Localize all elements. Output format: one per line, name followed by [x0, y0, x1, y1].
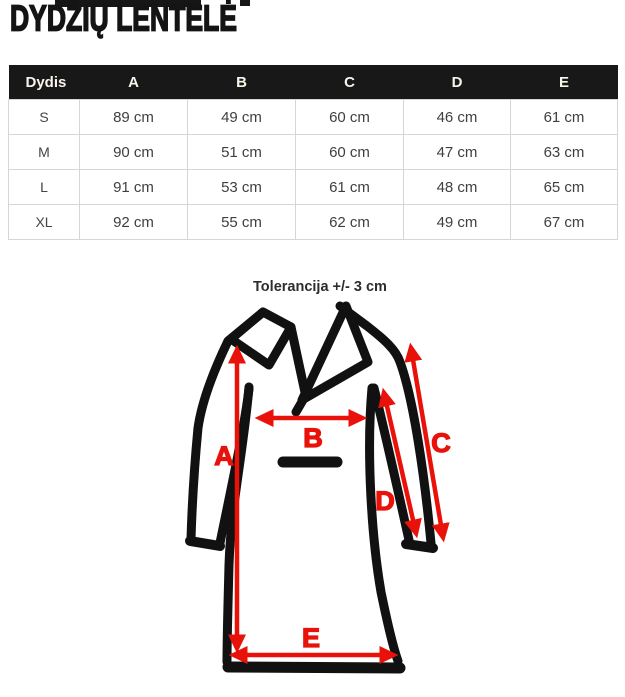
table-row: L 91 cm 53 cm 61 cm 48 cm 65 cm: [8, 169, 618, 205]
coat-outline: [185, 301, 438, 674]
measurement-cell: 89 cm: [79, 99, 188, 135]
dress-measurement-diagram: A B C D E: [160, 300, 480, 697]
label-d: D: [375, 486, 395, 516]
cropped-heading-fragment: [55, 0, 201, 7]
size-label: S: [8, 99, 80, 135]
measurement-cell: 92 cm: [79, 204, 188, 240]
page-title: DYDŽIŲ LENTELĖ: [9, 0, 237, 40]
arrow-d: [378, 387, 422, 539]
measurement-cell: 65 cm: [510, 169, 618, 205]
size-table: Dydis A B C D E S 89 cm 49 cm 60 cm 46 c…: [8, 65, 618, 240]
left-lapel: [226, 307, 296, 370]
table-row: XL 92 cm 55 cm 62 cm 49 cm 67 cm: [8, 204, 618, 240]
size-label: XL: [8, 204, 80, 240]
table-row: M 90 cm 51 cm 60 cm 47 cm 63 cm: [8, 134, 618, 170]
measurement-labels: A B C D E: [214, 422, 452, 653]
measurement-cell: 61 cm: [295, 169, 404, 205]
dress-diagram-svg: A B C D E: [185, 301, 452, 674]
column-header-a: A: [79, 65, 188, 100]
measurement-cell: 46 cm: [403, 99, 511, 135]
size-label: M: [8, 134, 80, 170]
measurement-cell: 67 cm: [510, 204, 618, 240]
column-header-c: C: [295, 65, 404, 100]
measurement-cell: 91 cm: [79, 169, 188, 205]
table-header-row: Dydis A B C D E: [8, 65, 618, 100]
column-header-b: B: [187, 65, 296, 100]
measurement-cell: 51 cm: [187, 134, 296, 170]
cropped-heading-fragment: [240, 0, 250, 6]
arrow-c: [404, 342, 450, 543]
right-lapel: [297, 301, 373, 405]
measurement-cell: 62 cm: [295, 204, 404, 240]
measurement-cell: 48 cm: [403, 169, 511, 205]
label-e: E: [302, 623, 320, 653]
column-header-d: D: [403, 65, 511, 100]
measurement-cell: 60 cm: [295, 134, 404, 170]
measurement-cell: 53 cm: [187, 169, 296, 205]
label-c: C: [431, 428, 451, 458]
measurement-cell: 49 cm: [403, 204, 511, 240]
measurement-cell: 63 cm: [510, 134, 618, 170]
measurement-cell: 60 cm: [295, 99, 404, 135]
measurement-cell: 55 cm: [187, 204, 296, 240]
measurement-cell: 47 cm: [403, 134, 511, 170]
label-a: A: [214, 441, 234, 471]
table-row: S 89 cm 49 cm 60 cm 46 cm 61 cm: [8, 99, 618, 135]
measurement-cell: 61 cm: [510, 99, 618, 135]
column-header-size: Dydis: [8, 65, 80, 100]
label-b: B: [303, 423, 323, 453]
column-header-e: E: [510, 65, 618, 100]
measurement-arrows: [228, 342, 450, 664]
size-label: L: [8, 169, 80, 205]
tolerance-note: Tolerancija +/- 3 cm: [253, 279, 387, 295]
measurement-cell: 49 cm: [187, 99, 296, 135]
measurement-cell: 90 cm: [79, 134, 188, 170]
